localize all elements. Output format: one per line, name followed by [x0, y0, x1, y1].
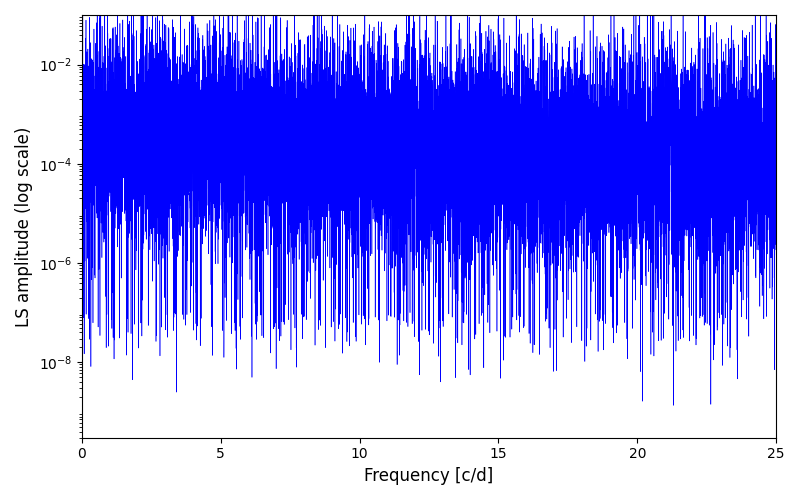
- Y-axis label: LS amplitude (log scale): LS amplitude (log scale): [15, 126, 33, 326]
- X-axis label: Frequency [c/d]: Frequency [c/d]: [364, 467, 494, 485]
